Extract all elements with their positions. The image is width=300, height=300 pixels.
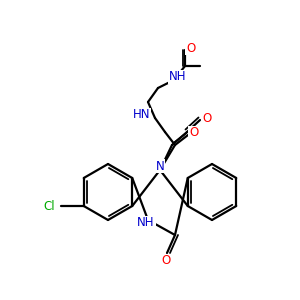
Text: Cl: Cl: [43, 200, 55, 212]
Text: NH: NH: [169, 70, 187, 83]
Text: O: O: [202, 112, 211, 124]
Text: O: O: [186, 41, 196, 55]
Text: O: O: [189, 127, 199, 140]
Text: HN: HN: [133, 109, 150, 122]
Text: NH: NH: [137, 217, 155, 230]
Text: N: N: [156, 160, 164, 172]
Text: O: O: [161, 254, 171, 268]
